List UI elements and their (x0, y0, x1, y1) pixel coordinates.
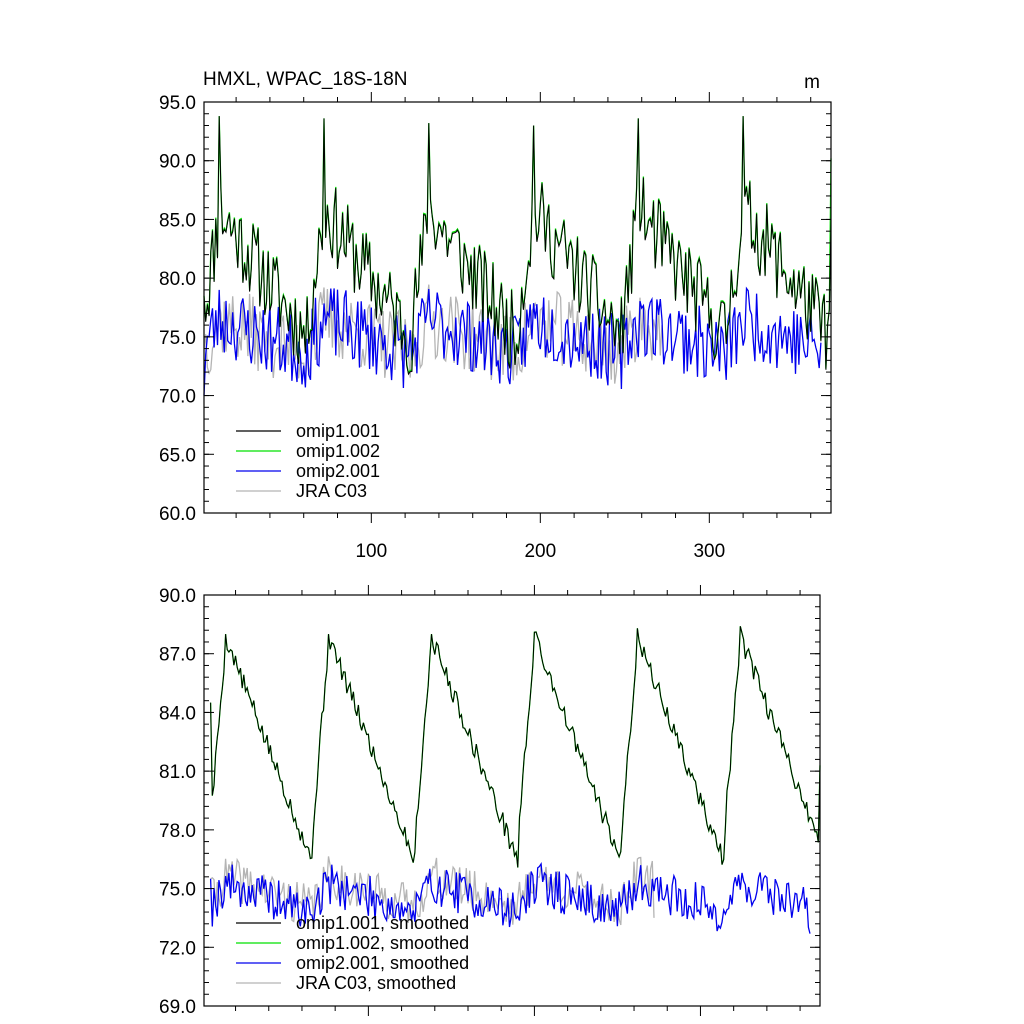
y-tick-label: 69.0 (159, 997, 196, 1018)
series-line-3 (210, 856, 655, 926)
axis-layer: 60.0 65.0 70.0 75.0 80.0 85.0 90.0 95.0 100 200 30… (159, 92, 831, 562)
y-tick-label: 81.0 (159, 762, 196, 783)
y-tick-label: 87.0 (159, 645, 196, 666)
top-panel: HMXL, WPAC_18S-18N m 60.0 65.0 70.0 75.0 80.… (159, 69, 832, 562)
legend-entry: omip1.001, smoothed (296, 913, 469, 933)
y-tick-label: 90.0 (159, 152, 196, 173)
y-tick-label: 78.0 (159, 821, 196, 842)
y-tick-label: 90.0 (159, 586, 196, 607)
y-tick-label: 84.0 (159, 703, 196, 724)
x-tick-label: 300 (693, 541, 725, 562)
series-layer (209, 626, 821, 934)
y-tick-label: 75.0 (159, 328, 196, 349)
legend-entry: omip1.002 (296, 441, 380, 461)
y-tick-label: 70.0 (159, 387, 196, 408)
y-tick-label: 80.0 (159, 269, 196, 290)
series-line-2 (203, 286, 822, 396)
legend-entry: JRA C03 (296, 481, 367, 501)
y-tick-label: 95.0 (159, 93, 196, 114)
legend-entry: JRA C03, smoothed (296, 973, 456, 993)
series-layer (203, 116, 832, 396)
series-line-2 (209, 861, 811, 934)
x-tick-label: 100 (355, 541, 387, 562)
y-tick-label: 85.0 (159, 210, 196, 231)
series-line-0 (210, 626, 821, 868)
y-tick-label: 72.0 (159, 938, 196, 959)
axis-layer: 69.0 72.0 75.0 78.0 81.0 84.0 87.0 90.0 (159, 585, 820, 1018)
y-tick-label: 75.0 (159, 880, 196, 901)
plot-frame (203, 101, 832, 514)
units-label: m (804, 72, 820, 93)
chart-title: HMXL, WPAC_18S-18N (203, 69, 408, 90)
series-line-1 (209, 626, 821, 868)
series-line-0 (203, 116, 832, 376)
y-tick-label: 60.0 (159, 504, 196, 525)
legend-entry: omip2.001 (296, 461, 380, 481)
legend-entry: omip1.001 (296, 421, 380, 441)
x-tick-label: 200 (524, 541, 556, 562)
plot-frame (203, 594, 821, 1007)
legend-entry: omip1.002, smoothed (296, 933, 469, 953)
legend-entry: omip2.001, smoothed (296, 953, 469, 973)
y-tick-label: 65.0 (159, 445, 196, 466)
bottom-panel: 69.0 72.0 75.0 78.0 81.0 84.0 87.0 90.0 omip1.0… (159, 585, 821, 1018)
